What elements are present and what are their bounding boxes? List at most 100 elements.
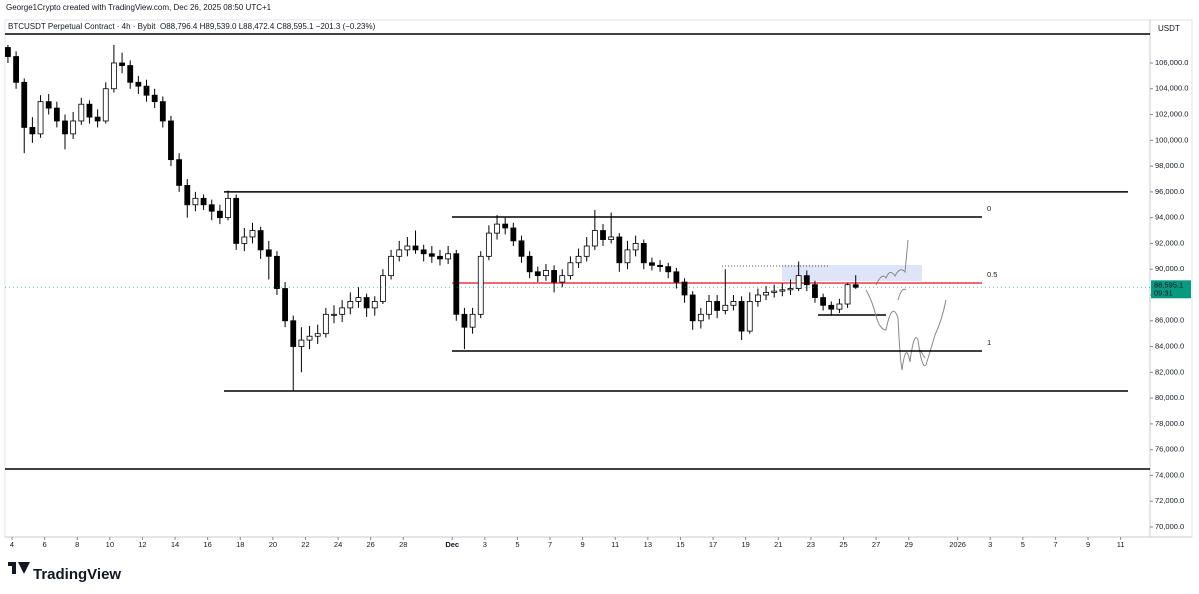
candle-body	[803, 275, 810, 286]
x-tick-label: 21	[774, 540, 782, 549]
x-tick-label: 20	[269, 540, 277, 549]
candle-body	[657, 264, 663, 268]
candle-body	[649, 262, 655, 266]
candle-body	[45, 101, 52, 109]
candle-body	[94, 116, 101, 122]
x-tick-label: 10	[106, 540, 114, 549]
candle-body	[763, 292, 769, 296]
candle-body	[779, 289, 786, 292]
y-tick-label: 70,000.0	[1155, 522, 1184, 531]
candle-body	[151, 94, 158, 103]
chart-frame	[4, 19, 1193, 538]
candle-body	[665, 266, 672, 273]
candle-body	[575, 255, 582, 264]
x-tick-label: 3	[988, 540, 992, 549]
candle-body	[53, 107, 60, 122]
candle-body	[583, 245, 590, 257]
candle-body	[518, 240, 525, 257]
candle-body	[722, 304, 729, 311]
x-tick-label: 27	[872, 540, 880, 549]
y-tick-label: 86,000.0	[1155, 316, 1184, 325]
candle-body	[706, 301, 712, 315]
x-tick-label: 18	[236, 540, 244, 549]
candle-body	[624, 249, 631, 264]
candle-body	[616, 236, 623, 264]
x-tick-label: 23	[807, 540, 815, 549]
candle-body	[396, 249, 403, 257]
candle-body	[526, 255, 533, 273]
fib-label: 1	[987, 338, 991, 347]
candle-body	[746, 301, 753, 332]
candle-body	[249, 230, 256, 238]
candle-body	[738, 301, 745, 332]
candle-body	[192, 197, 199, 206]
candle-body	[477, 255, 484, 315]
y-tick-label: 92,000.0	[1155, 238, 1184, 247]
brand-logo	[8, 562, 30, 574]
y-tick-label: 80,000.0	[1155, 393, 1184, 402]
candle-body	[412, 245, 419, 251]
candle-body	[29, 127, 36, 135]
x-tick-label: 15	[676, 540, 684, 549]
candle-body	[453, 253, 460, 315]
zone-box	[782, 265, 922, 281]
candle-body	[306, 335, 313, 341]
y-tick-label: 76,000.0	[1155, 445, 1184, 454]
y-tick-label: 72,000.0	[1155, 496, 1184, 505]
candle-body	[836, 303, 843, 310]
candle-body	[828, 304, 835, 310]
x-tick-label: Dec	[445, 540, 459, 549]
candle-body	[771, 290, 778, 293]
x-tick-label: 7	[1053, 540, 1057, 549]
x-tick-label: 5	[1021, 540, 1025, 549]
candle-body	[754, 294, 761, 302]
x-tick-label: 9	[1086, 540, 1090, 549]
candle-body	[135, 81, 142, 87]
x-tick-label: 22	[301, 540, 309, 549]
candle-body	[485, 232, 492, 257]
y-tick-label: 78,000.0	[1155, 419, 1184, 428]
candle-body	[363, 297, 370, 309]
candle-body	[159, 101, 166, 122]
candle-body	[844, 284, 851, 305]
x-tick-label: 26	[367, 540, 375, 549]
x-tick-label: 11	[1117, 540, 1125, 549]
candle-body	[355, 297, 362, 302]
candle-body	[510, 227, 517, 242]
candle-body	[551, 270, 558, 283]
candle-body	[200, 197, 207, 206]
x-tick-label: 13	[644, 540, 652, 549]
candle-body	[795, 275, 802, 289]
candle-body	[184, 185, 191, 206]
x-tick-label: 6	[43, 540, 47, 549]
candle-body	[119, 62, 125, 66]
candle-body	[265, 249, 272, 257]
candle-body	[697, 313, 704, 322]
author-line: George1Crypto created with TradingView.c…	[6, 3, 272, 12]
candle-body	[681, 281, 688, 296]
candle-body	[600, 230, 606, 240]
x-tick-label: 29	[905, 540, 913, 549]
candle-body	[5, 47, 11, 57]
y-tick-label: 94,000.0	[1155, 213, 1184, 222]
candle-body	[282, 288, 288, 322]
candle-body	[404, 245, 411, 251]
candle-body	[70, 120, 77, 135]
candle-body	[127, 65, 134, 83]
candle-body	[274, 255, 280, 289]
candle-body	[298, 339, 305, 347]
fib-label: 0.5	[987, 270, 997, 279]
last-price-box	[1151, 280, 1191, 299]
x-tick-label: 3	[483, 540, 487, 549]
candle-body	[534, 271, 541, 277]
candle-body	[339, 307, 346, 315]
candle-body	[787, 288, 794, 291]
candle-body	[852, 284, 859, 288]
y-tick-label: 104,000.0	[1155, 84, 1188, 93]
projection-sketch	[875, 239, 909, 301]
candle-body	[730, 301, 737, 306]
last-price-label: 88,595.1	[1154, 280, 1183, 289]
x-tick-label: 7	[548, 540, 552, 549]
